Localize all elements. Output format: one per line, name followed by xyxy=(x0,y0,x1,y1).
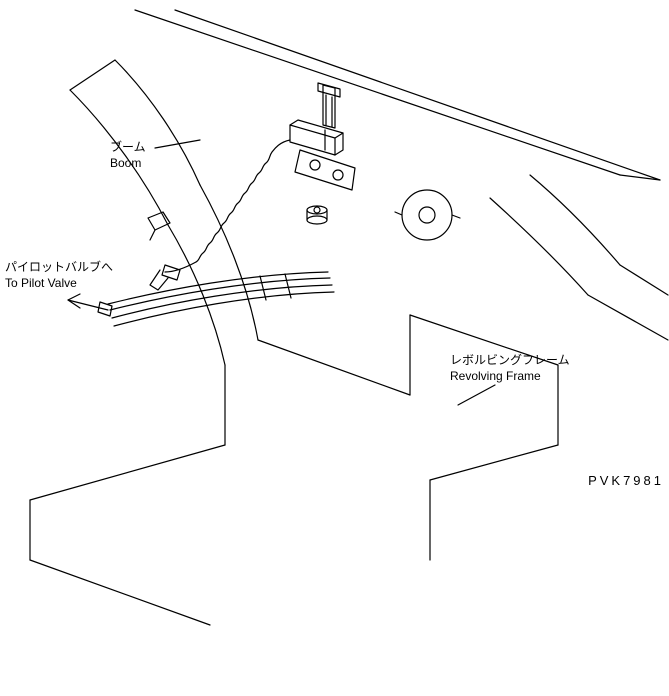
boom-label-en: Boom xyxy=(110,156,141,170)
revolving-frame-label-jp: レボルビングフレーム xyxy=(450,353,570,367)
diagram-svg xyxy=(0,0,669,696)
revolving-frame-label-en: Revolving Frame xyxy=(450,369,541,383)
boom-label: ブーム Boom xyxy=(110,140,146,171)
revolving-frame-label: レボルビングフレーム Revolving Frame xyxy=(450,353,570,384)
boom-label-jp: ブーム xyxy=(110,140,146,154)
drawing-code: PVK7981 xyxy=(588,473,664,488)
pilot-valve-label: パイロットバルブへ To Pilot Valve xyxy=(5,260,113,291)
pilot-valve-label-jp: パイロットバルブへ xyxy=(5,260,113,274)
pilot-valve-label-en: To Pilot Valve xyxy=(5,276,77,290)
